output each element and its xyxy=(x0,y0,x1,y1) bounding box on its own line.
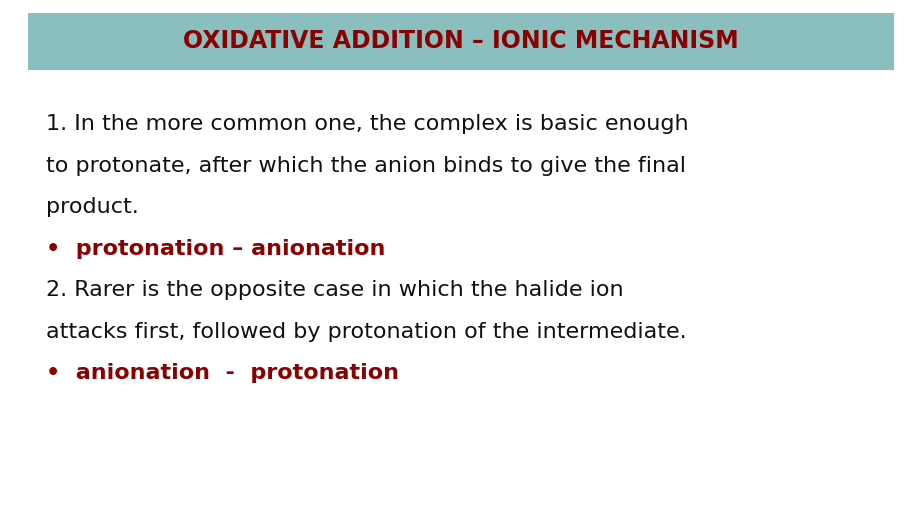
Text: 2. Rarer is the opposite case in which the halide ion: 2. Rarer is the opposite case in which t… xyxy=(46,280,623,300)
Text: •  protonation – anionation: • protonation – anionation xyxy=(46,239,385,258)
Text: •  anionation  -  protonation: • anionation - protonation xyxy=(46,363,399,383)
Text: product.: product. xyxy=(46,197,139,217)
Text: OXIDATIVE ADDITION – IONIC MECHANISM: OXIDATIVE ADDITION – IONIC MECHANISM xyxy=(183,30,739,53)
Text: to protonate, after which the anion binds to give the final: to protonate, after which the anion bind… xyxy=(46,156,686,176)
Text: 1. In the more common one, the complex is basic enough: 1. In the more common one, the complex i… xyxy=(46,114,689,134)
FancyBboxPatch shape xyxy=(28,13,894,70)
Text: attacks first, followed by protonation of the intermediate.: attacks first, followed by protonation o… xyxy=(46,322,687,341)
